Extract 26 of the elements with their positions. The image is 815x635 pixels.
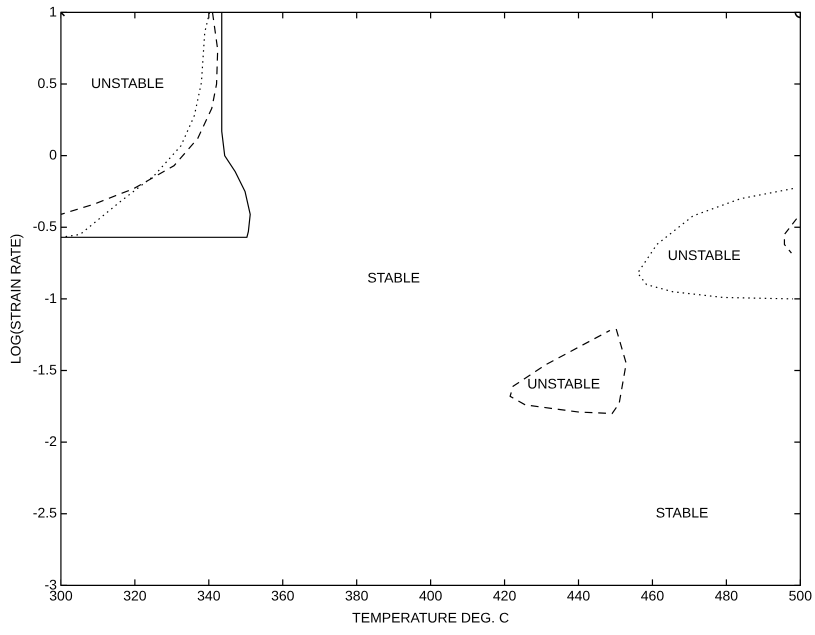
y-tick-label: -1 — [44, 290, 58, 306]
y-tick-label: -2 — [44, 433, 58, 450]
annotation: UNSTABLE — [527, 376, 600, 392]
x-tick-label: 320 — [123, 588, 147, 604]
x-tick-label: 460 — [640, 588, 664, 604]
annotation: UNSTABLE — [668, 246, 741, 263]
x-tick-label: 420 — [492, 588, 516, 604]
x-tick-label: 340 — [197, 588, 221, 604]
x-tick-label: 380 — [345, 588, 369, 604]
y-axis-title: LOG(STRAIN RATE) — [7, 234, 24, 364]
annotation: STABLE — [656, 504, 708, 521]
x-tick-label: 360 — [271, 588, 295, 604]
x-tick-label: 400 — [418, 588, 443, 604]
x-tick-label: 500 — [788, 588, 812, 604]
y-tick-label: -3 — [44, 576, 58, 592]
y-tick-label: 0 — [49, 146, 58, 163]
annotation: STABLE — [367, 270, 420, 286]
y-tick-label: -0.5 — [32, 218, 58, 234]
x-tick-label: 480 — [714, 588, 738, 604]
y-tick-label: -1.5 — [32, 361, 58, 378]
y-tick-label: -2.5 — [32, 504, 58, 521]
annotation: UNSTABLE — [91, 74, 164, 91]
y-tick-label: 1 — [49, 3, 58, 20]
y-tick-label: 0.5 — [37, 74, 58, 91]
x-tick-label: 440 — [566, 588, 590, 604]
x-axis-title: TEMPERATURE DEG. C — [352, 609, 510, 626]
